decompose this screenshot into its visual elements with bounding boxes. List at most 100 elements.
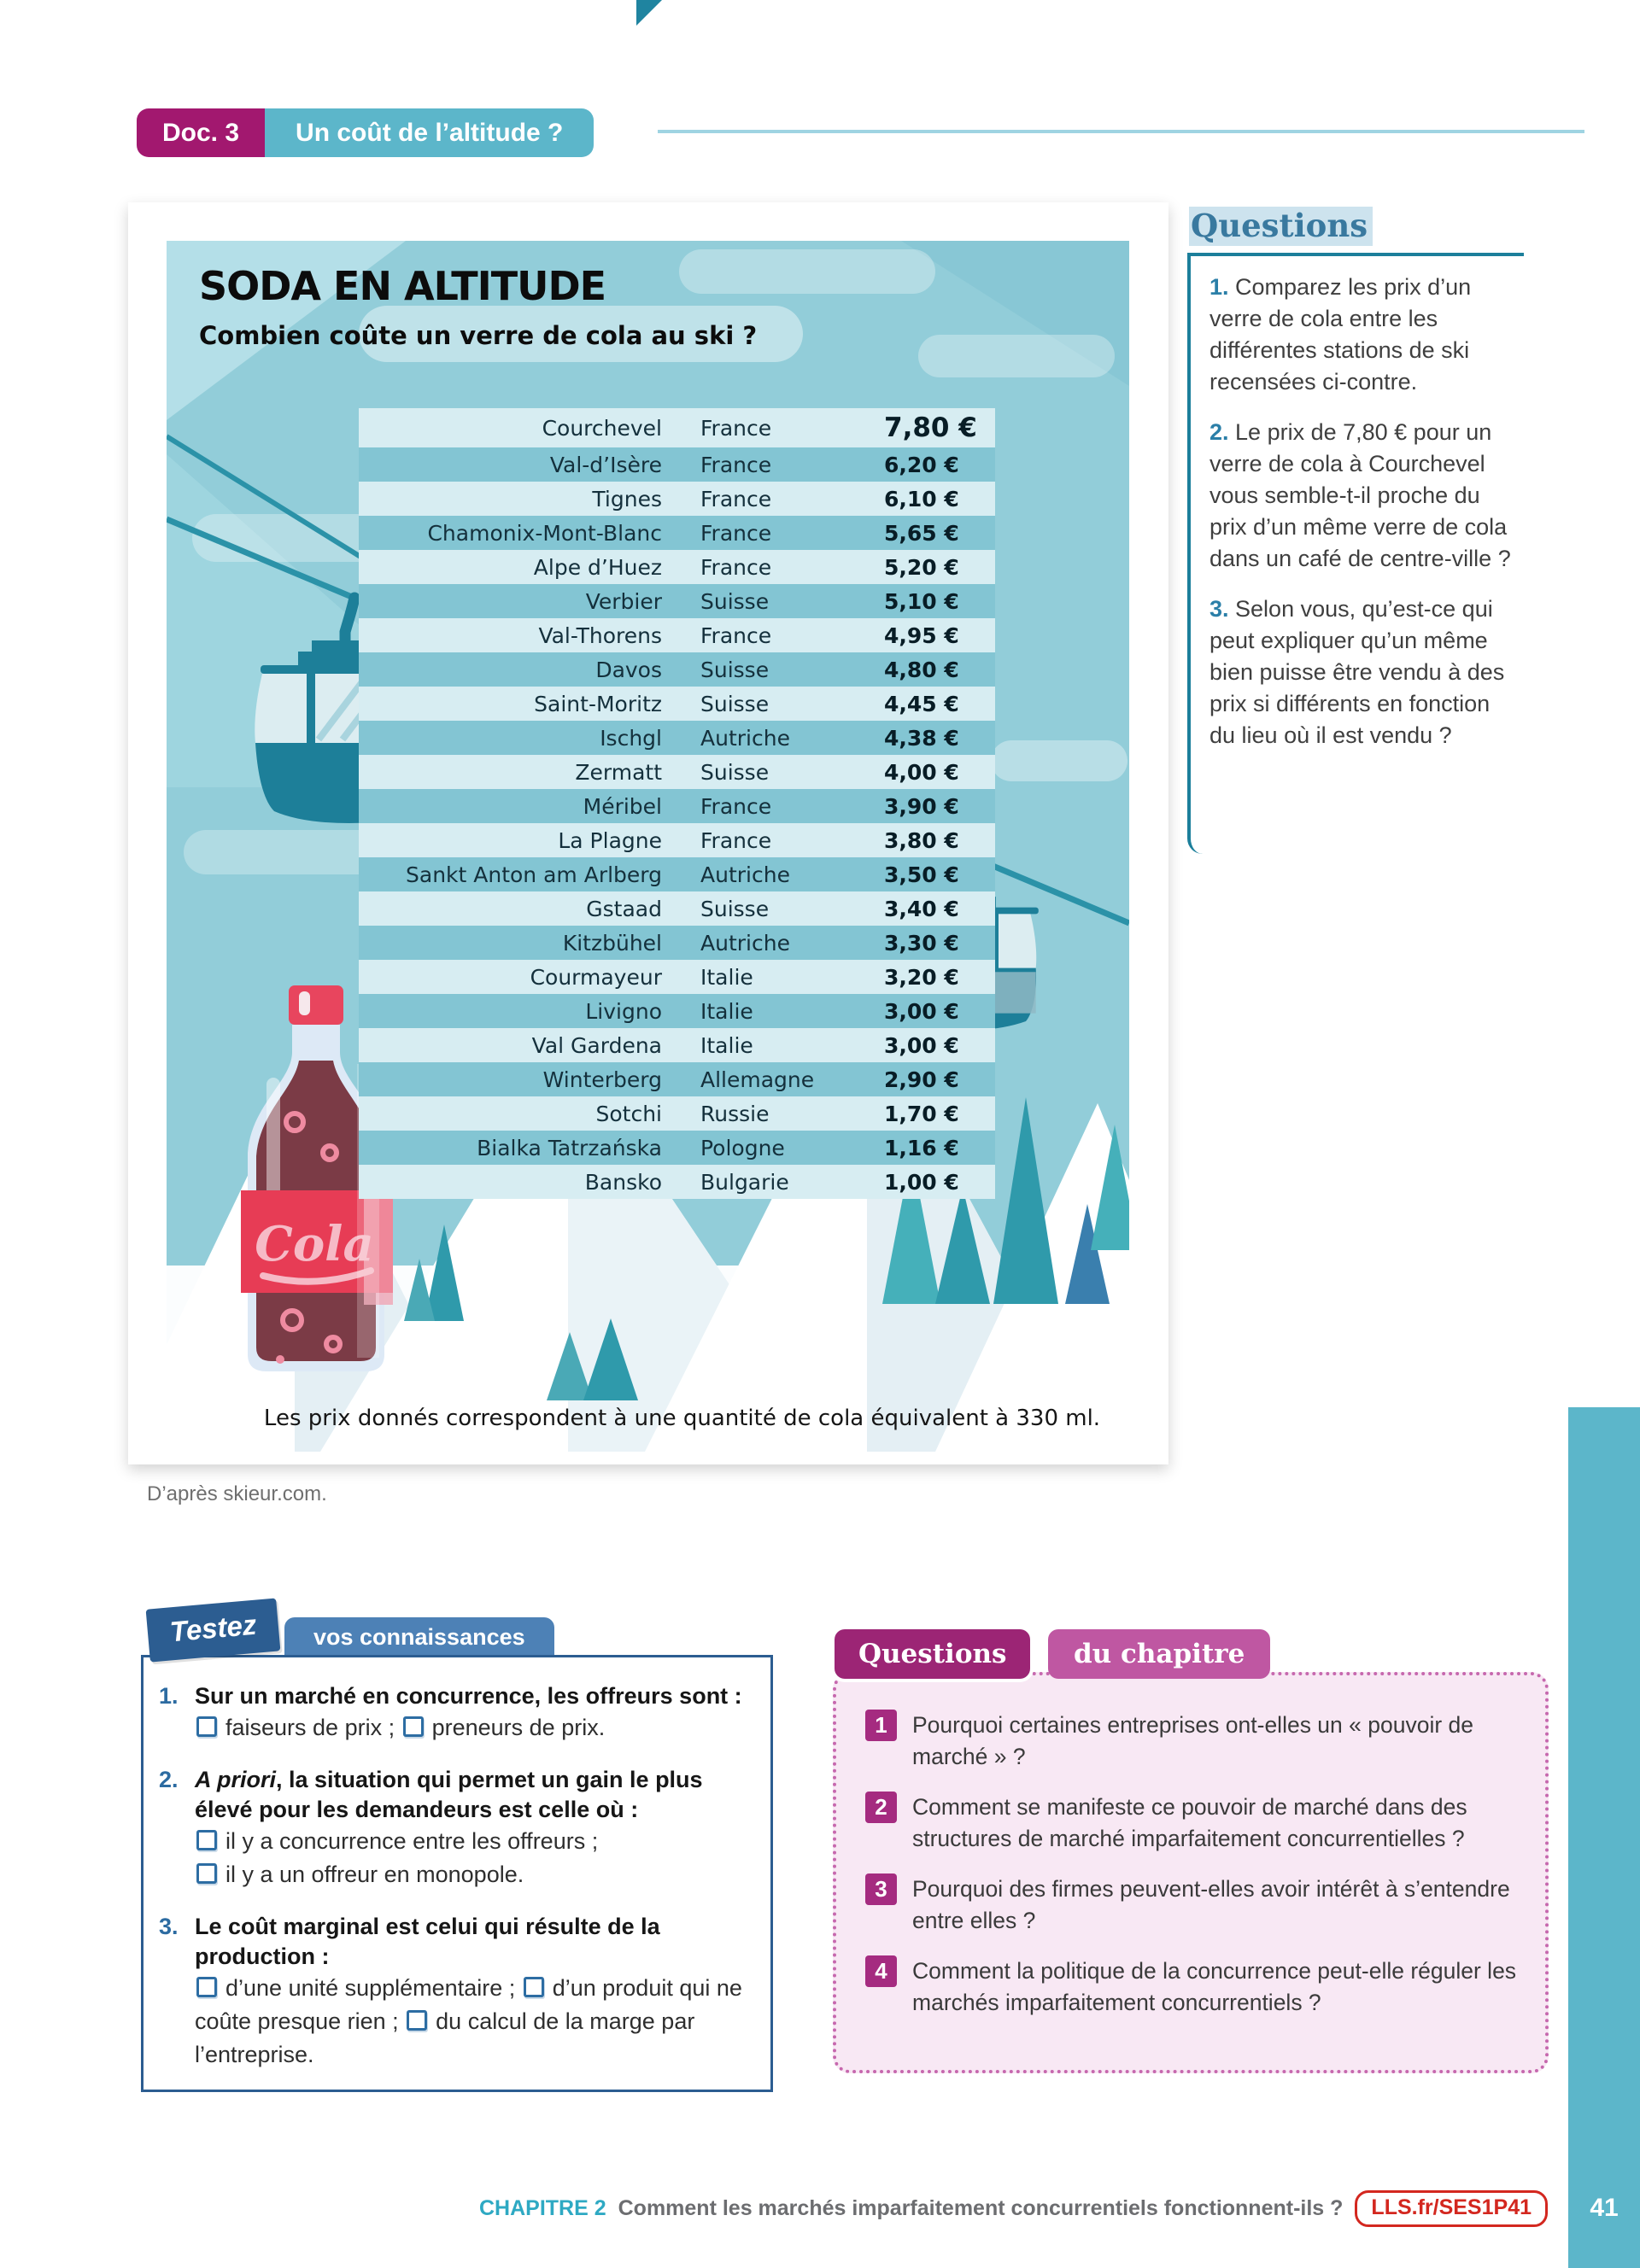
bottle-label-text: Cola xyxy=(255,1216,373,1272)
resort-price: 6,10 € xyxy=(884,486,959,511)
quiz-option: il y a concurrence entre les offreurs ; xyxy=(195,1825,750,1858)
infographic-header: SODA EN ALTITUDE Combien coûte un verre … xyxy=(199,263,757,350)
resort-name: Val Gardena xyxy=(531,1032,662,1058)
resort-name: Tignes xyxy=(592,486,662,511)
resort-country: Suisse xyxy=(700,691,770,716)
resort-row: Courchevel France 7,80 € xyxy=(359,408,995,447)
doc-title: Un coût de l’altitude ? xyxy=(265,108,594,157)
chapter-question-number: 2 xyxy=(865,1792,897,1823)
resort-row: Méribel France 3,90 € xyxy=(359,789,995,823)
header-notch-decoration xyxy=(636,0,662,26)
footer-link-button[interactable]: LLS.fr/SES1P41 xyxy=(1355,2189,1548,2227)
quiz-item-intro: A priori, la situation qui permet un gai… xyxy=(195,1767,703,1822)
resort-country: Pologne xyxy=(700,1135,785,1160)
answer-checkbox[interactable] xyxy=(196,1716,217,1737)
resort-price: 4,00 € xyxy=(884,759,959,785)
side-question-number: 1. xyxy=(1210,274,1229,300)
resort-row: Courmayeur Italie 3,20 € xyxy=(359,960,995,994)
resort-price: 2,90 € xyxy=(884,1067,959,1092)
resort-country: Italie xyxy=(700,998,753,1024)
resort-name: Alpe d’Huez xyxy=(533,554,662,580)
resort-row: Winterberg Allemagne 2,90 € xyxy=(359,1062,995,1096)
quiz-item-number: 1. xyxy=(159,1683,179,1709)
infographic-caption: Les prix donnés correspondent à une quan… xyxy=(263,1406,1101,1431)
resort-name: Courmayeur xyxy=(530,964,662,990)
footer-chapter-label: CHAPITRE 2 xyxy=(478,2195,606,2220)
chapter-question: 4 Comment la politique de la concurrence … xyxy=(865,1955,1520,2019)
quiz-item-body: A priori, la situation qui permet un gai… xyxy=(195,1765,750,1891)
resort-price: 3,40 € xyxy=(884,896,959,921)
resort-country: Russie xyxy=(700,1101,770,1126)
quiz-option: il y a un offreur en monopole. xyxy=(195,1858,750,1891)
chapter-question: 1 Pourquoi certaines entreprises ont-elle… xyxy=(865,1710,1520,1773)
resort-name: Zermatt xyxy=(575,759,662,785)
resort-price: 1,16 € xyxy=(884,1135,959,1160)
chapter-question-number: 3 xyxy=(865,1873,897,1905)
quiz-item-body: Le coût marginal est celui qui résulte d… xyxy=(195,1912,750,2072)
resort-price: 4,38 € xyxy=(884,725,959,751)
chapter-questions-list: 1 Pourquoi certaines entreprises ont-elle… xyxy=(865,1710,1520,2019)
resort-name: Sankt Anton am Arlberg xyxy=(406,862,662,887)
resort-price: 7,80 € xyxy=(884,412,977,443)
side-question: 3. Selon vous, qu’est-ce qui peut expliq… xyxy=(1210,596,1505,748)
resort-country: Suisse xyxy=(700,759,770,785)
answer-checkbox[interactable] xyxy=(196,1863,217,1884)
resort-country: Bulgarie xyxy=(700,1169,789,1195)
resort-row: Saint-Moritz Suisse 4,45 € xyxy=(359,687,995,721)
resort-country: France xyxy=(700,793,772,819)
resort-row: Val-Thorens France 4,95 € xyxy=(359,618,995,652)
resort-price: 3,90 € xyxy=(884,793,959,819)
quiz-options: faiseurs de prix ; preneurs de prix. xyxy=(195,1711,750,1745)
questions-title-text: Questions xyxy=(1189,207,1374,246)
infographic-card: Cola SODA EN ALTITUDE Combien coûte un v… xyxy=(128,202,1168,1464)
chapter-question-text: Comment la politique de la concurrence p… xyxy=(912,1958,1517,2015)
infographic-title: SODA EN ALTITUDE xyxy=(199,263,606,309)
resort-country: Autriche xyxy=(700,930,790,956)
chapter-question-text: Pourquoi certaines entreprises ont-elles… xyxy=(912,1712,1474,1769)
resort-name: Val-d’Isère xyxy=(549,452,662,477)
infographic-subtitle: Combien coûte un verre de cola au ski ? xyxy=(199,321,758,350)
resort-row: La Plagne France 3,80 € xyxy=(359,823,995,857)
resort-price: 5,20 € xyxy=(884,554,959,580)
answer-checkbox[interactable] xyxy=(523,1977,544,1997)
chapter-question-number: 1 xyxy=(865,1710,897,1741)
resort-name: La Plagne xyxy=(558,827,662,853)
resort-row: Verbier Suisse 5,10 € xyxy=(359,584,995,618)
quiz-item: 1. Sur un marché en concurrence, les offr… xyxy=(159,1681,750,1745)
answer-checkbox[interactable] xyxy=(407,2010,428,2031)
resort-price: 3,00 € xyxy=(884,1032,959,1058)
resort-name: Gstaad xyxy=(586,896,662,921)
header-rule xyxy=(658,130,1584,133)
resort-country: Italie xyxy=(700,1032,753,1058)
resort-price-table: Courchevel France 7,80 € Val-d’Isère France 6… xyxy=(359,408,995,1199)
answer-checkbox[interactable] xyxy=(196,1830,217,1850)
resort-row: Val-d’Isère France 6,20 € xyxy=(359,447,995,482)
resort-name: Winterberg xyxy=(542,1067,662,1092)
resort-price: 4,45 € xyxy=(884,691,959,716)
quiz-item: 2. A priori, la situation qui permet un g… xyxy=(159,1765,750,1891)
page-edge-band xyxy=(1568,1407,1640,2268)
resort-name: Sotchi xyxy=(595,1101,662,1126)
quiz-tab: vos connaissances xyxy=(284,1617,554,1657)
answer-checkbox[interactable] xyxy=(402,1716,424,1737)
resort-name: Kitzbühel xyxy=(562,930,662,956)
resort-row: Kitzbühel Autriche 3,30 € xyxy=(359,926,995,960)
questions-title: Questions xyxy=(1189,207,1524,246)
quiz-item-number: 3. xyxy=(159,1914,179,1939)
quiz-item: 3. Le coût marginal est celui qui résulte… xyxy=(159,1912,750,2072)
resort-name: Val-Thorens xyxy=(538,623,662,648)
quiz-item-intro: Sur un marché en concurrence, les offreu… xyxy=(195,1683,742,1709)
resort-name: Méribel xyxy=(583,793,662,819)
resort-country: Suisse xyxy=(700,896,770,921)
resort-row: Alpe d’Huez France 5,20 € xyxy=(359,550,995,584)
trees xyxy=(404,1097,1129,1400)
resort-row: Tignes France 6,10 € xyxy=(359,482,995,516)
resort-name: Chamonix-Mont-Blanc xyxy=(427,520,662,546)
chapter-question: 2 Comment se manifeste ce pouvoir de marc… xyxy=(865,1792,1520,1855)
answer-checkbox[interactable] xyxy=(196,1977,217,1997)
quiz-options: d’une unité supplémentaire ; d’un produi… xyxy=(195,1975,742,2067)
chapter-questions-subtab: du chapitre xyxy=(1048,1629,1271,1679)
quiz-item-number: 2. xyxy=(159,1767,179,1792)
resort-row: Sankt Anton am Arlberg Autriche 3,50 € xyxy=(359,857,995,891)
doc-number-badge: Doc. 3 xyxy=(137,108,266,157)
